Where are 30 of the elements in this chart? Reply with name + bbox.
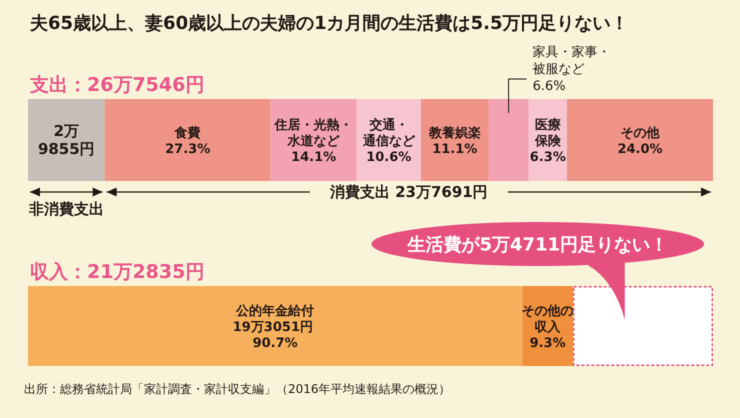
y-tick-label: 支出：26万7546円: [29, 74, 204, 96]
bar: [488, 99, 529, 181]
y-tick-label: 収入：21万2835円: [30, 261, 204, 283]
data-label: 10.6%: [366, 150, 412, 165]
series-label: 食費: [174, 126, 201, 141]
text: 生活費が5万4711円足りない！: [406, 234, 668, 256]
data-label: 6.6%: [532, 79, 566, 94]
series-label: 交通・通信など: [362, 117, 416, 149]
series-label: 公的年金給付: [235, 304, 314, 319]
text: 消費支出 23万7691円: [328, 183, 488, 201]
text: 非消費支出: [28, 200, 104, 218]
series-label: 教養娯楽: [428, 125, 481, 141]
data-label: 9.3%: [530, 336, 566, 351]
series-label: 家具・家事・被服など: [532, 44, 611, 77]
chart-title: 夫65歳以上、妻60歳以上の夫婦の1カ月間の生活費は5.5万円足りない！: [29, 13, 629, 34]
series-label: 住居・光熱・水道など: [274, 117, 353, 149]
data-label: 19万3051円 90.7%: [232, 320, 318, 351]
data-label: 6.3%: [530, 150, 566, 165]
bar: [566, 99, 713, 181]
bar: [28, 99, 105, 181]
text: 出所：総務省統計局「家計調査・家計収支編」（2016年平均速報結果の概況）: [24, 382, 451, 396]
series-label: 医療保険: [534, 117, 562, 149]
data-label: 27.3%: [165, 142, 210, 157]
data-label: 14.1%: [291, 150, 336, 165]
bar: [104, 99, 271, 181]
annotation: 2万9855円: [38, 122, 95, 158]
series-label: その他: [620, 126, 660, 141]
series-label: その他の収入: [522, 304, 574, 335]
data-label: 11.1%: [432, 142, 478, 157]
data-label: 24.0%: [617, 142, 663, 157]
